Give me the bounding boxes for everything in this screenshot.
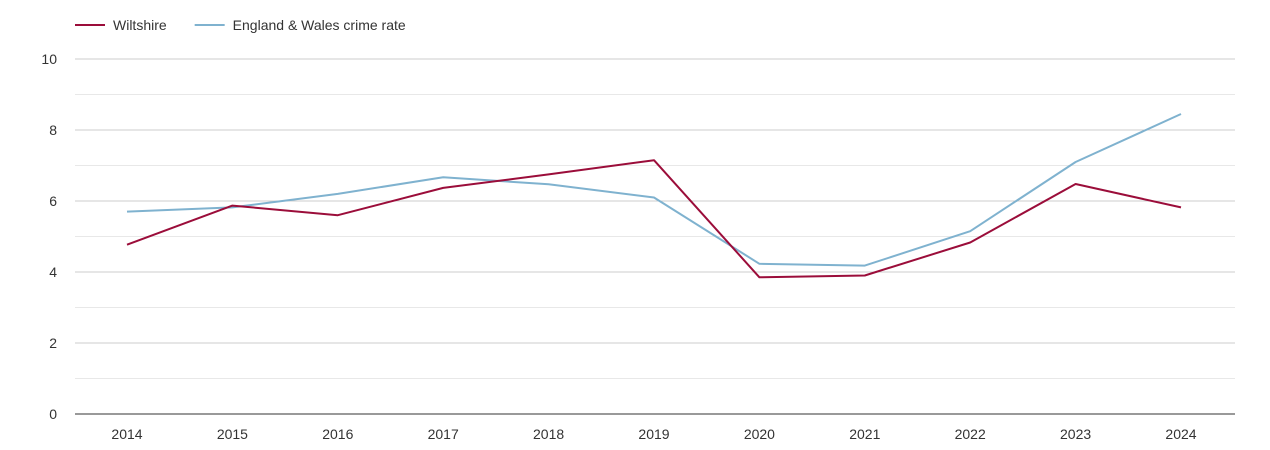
series-line-wiltshire — [126, 159, 1182, 279]
x-tick-label: 2019 — [638, 426, 669, 442]
y-axis: 0 2 4 6 8 10 — [41, 51, 57, 422]
x-tick-label: 2016 — [322, 426, 353, 442]
legend-label: England & Wales crime rate — [233, 17, 406, 33]
x-tick-label: 2020 — [744, 426, 775, 442]
y-tick-label: 6 — [49, 193, 57, 209]
y-tick-label: 8 — [49, 122, 57, 138]
legend-label: Wiltshire — [113, 17, 167, 33]
grid-lines — [75, 58, 1235, 415]
x-tick-label: 2021 — [849, 426, 880, 442]
y-tick-label: 0 — [49, 406, 57, 422]
series-line-england-wales — [126, 113, 1182, 267]
x-axis: 2014 2015 2016 2017 2018 2019 2020 2021 2022 2023… — [111, 426, 1196, 442]
x-tick-label: 2024 — [1165, 426, 1196, 442]
y-tick-label: 4 — [49, 264, 57, 280]
y-tick-label: 2 — [49, 335, 57, 351]
series-lines — [126, 113, 1182, 279]
legend: Wiltshire England & Wales crime rate — [75, 17, 406, 33]
x-tick-label: 2014 — [111, 426, 142, 442]
x-tick-label: 2023 — [1060, 426, 1091, 442]
x-tick-label: 2015 — [217, 426, 248, 442]
x-tick-label: 2022 — [955, 426, 986, 442]
y-tick-label: 10 — [41, 51, 57, 67]
x-tick-label: 2018 — [533, 426, 564, 442]
x-tick-label: 2017 — [428, 426, 459, 442]
